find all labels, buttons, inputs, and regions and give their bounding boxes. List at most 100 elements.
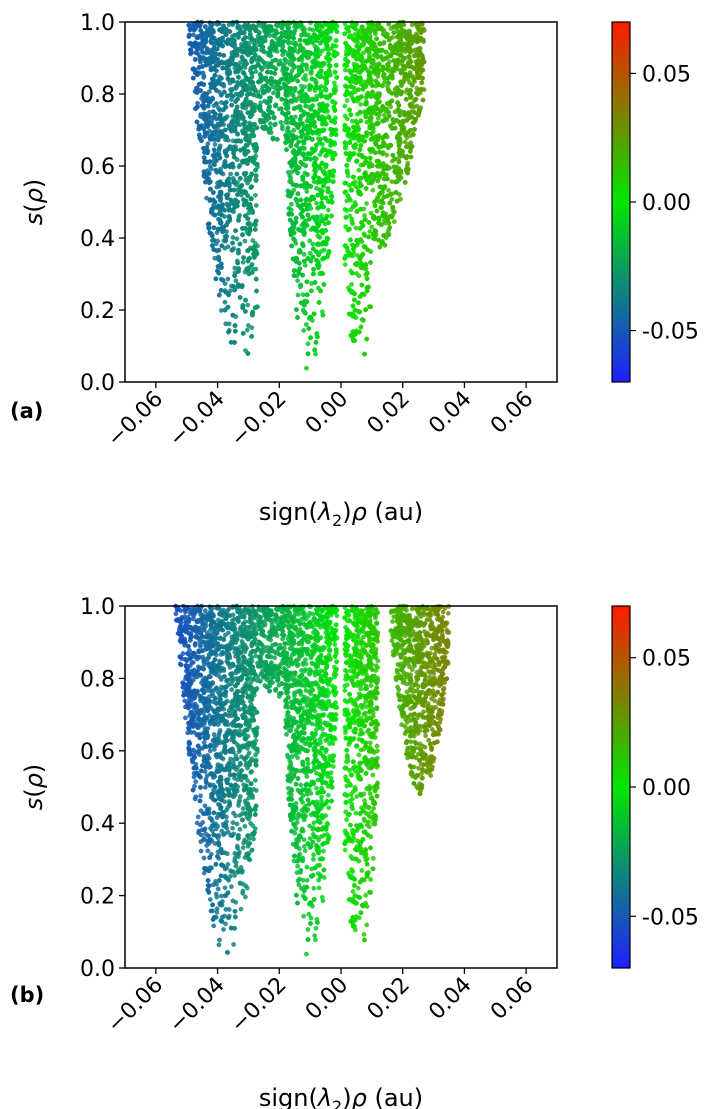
scatter-point — [327, 72, 333, 78]
scatter-point — [243, 189, 249, 195]
scatter-point — [218, 92, 224, 98]
scatter-point — [324, 235, 330, 241]
scatter-point — [223, 238, 229, 244]
scatter-point — [245, 302, 251, 308]
scatter-point — [304, 172, 310, 178]
scatter-point — [302, 156, 308, 162]
scatter-point — [186, 22, 192, 28]
scatter-point — [245, 351, 251, 356]
scatter-point — [389, 196, 395, 202]
scatter-point — [265, 64, 271, 70]
scatter-point — [397, 147, 403, 153]
scatter-point — [386, 89, 392, 94]
scatter-point — [359, 282, 365, 288]
scatter-point — [351, 97, 356, 102]
scatter-point — [209, 243, 215, 249]
scatter-point — [316, 242, 322, 248]
scatter-point — [317, 136, 323, 142]
scatter-point — [343, 214, 349, 220]
scatter-point — [213, 101, 219, 107]
scatter-point — [348, 187, 354, 193]
scatter-point — [354, 36, 360, 42]
scatter-point — [368, 77, 374, 83]
scatter-point — [359, 220, 365, 225]
scatter-point — [349, 270, 355, 276]
scatter-point — [226, 213, 232, 219]
scatter-point — [342, 113, 348, 119]
scatter-point — [388, 214, 394, 220]
scatter-point — [354, 262, 360, 268]
scatter-point — [323, 137, 329, 143]
scatter-point — [307, 314, 313, 320]
scatter-point — [236, 64, 242, 70]
scatter-point — [213, 276, 219, 282]
scatter-point — [332, 100, 338, 106]
scatter-point — [298, 44, 304, 50]
scatter-point — [201, 43, 207, 49]
scatter-point — [365, 26, 371, 32]
scatter-point — [300, 292, 306, 298]
scatter-point — [273, 46, 279, 52]
scatter-point — [317, 74, 323, 80]
scatter-point — [250, 210, 256, 215]
scatter-point — [241, 255, 247, 261]
scatter-point — [396, 109, 402, 115]
scatter-point — [320, 312, 326, 318]
scatter-point — [367, 105, 373, 111]
scatter-point — [347, 237, 353, 243]
scatter-point — [367, 55, 372, 61]
scatter-point — [286, 211, 292, 217]
scatter-point — [232, 265, 238, 271]
scatter-point — [222, 162, 228, 168]
scatter-point — [211, 237, 217, 243]
scatter-point — [323, 216, 329, 222]
scatter-point — [334, 74, 340, 80]
scatter-point — [224, 222, 229, 228]
scatter-point — [376, 237, 382, 243]
scatter-point — [310, 149, 316, 155]
scatter-point — [268, 110, 274, 116]
scatter-point — [386, 220, 392, 226]
scatter-point — [233, 278, 239, 284]
scatter-point — [217, 115, 223, 120]
scatter-point — [192, 57, 198, 62]
scatter-point — [369, 224, 375, 230]
scatter-point — [211, 147, 217, 153]
scatter-point — [278, 106, 284, 112]
scatter-point — [235, 250, 241, 256]
scatter-point — [395, 100, 401, 105]
scatter-point — [323, 86, 329, 92]
scatter-point — [282, 56, 288, 62]
scatter-point — [243, 23, 249, 29]
scatter-point — [384, 66, 390, 72]
scatter-point — [344, 169, 350, 175]
scatter-point — [230, 312, 236, 318]
scatter-point — [287, 173, 293, 179]
scatter-point — [253, 177, 259, 182]
scatter-point — [198, 28, 204, 33]
scatter-point — [196, 81, 202, 87]
scatter-point — [274, 82, 280, 88]
scatter-point — [362, 138, 368, 144]
scatter-point — [380, 150, 386, 156]
scatter-point — [290, 120, 296, 126]
scatter-point — [243, 75, 249, 81]
scatter-point — [377, 41, 383, 46]
scatter-point — [193, 70, 198, 76]
scatter-point — [314, 27, 320, 32]
scatter-point — [351, 151, 357, 157]
scatter-point — [373, 198, 379, 204]
scatter-point — [367, 155, 373, 161]
scatter-point — [308, 258, 314, 264]
scatter-point — [283, 92, 289, 98]
scatter-point — [284, 116, 290, 122]
scatter-point — [297, 37, 303, 43]
scatter-point — [304, 184, 310, 190]
scatter-point — [300, 174, 306, 180]
scatter-point — [242, 213, 248, 219]
scatter-point — [330, 179, 336, 185]
scatter-point — [201, 82, 207, 88]
scatter-point — [226, 292, 232, 298]
scatter-point — [197, 54, 203, 60]
scatter-point — [298, 300, 304, 306]
